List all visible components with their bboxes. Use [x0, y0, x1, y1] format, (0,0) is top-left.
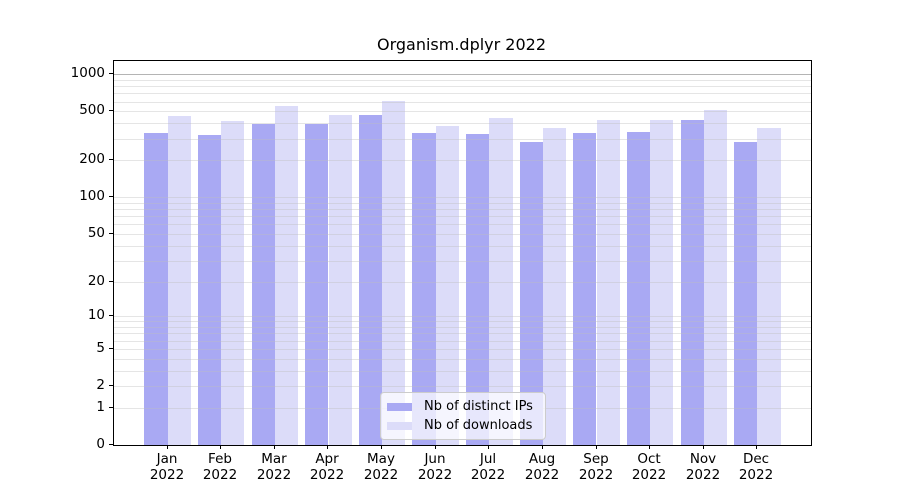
y-tick-label-50: 50 — [87, 225, 105, 241]
y-tick-5 — [109, 348, 113, 349]
legend-entry-downloads: Nb of downloads — [387, 416, 533, 435]
y-tick-label-500: 500 — [79, 102, 105, 118]
legend-swatch-downloads — [387, 421, 412, 430]
bar-distinct-ips-mar — [251, 124, 275, 445]
bar-distinct-ips-may — [358, 115, 383, 445]
bar-downloads-sep — [596, 119, 620, 445]
x-tick-label-nov: Nov 2022 — [685, 451, 721, 483]
x-tick-label-jun: Jun 2022 — [417, 451, 453, 483]
bar-distinct-ips-jan — [144, 132, 168, 445]
bar-downloads-nov — [703, 110, 728, 445]
bar-distinct-ips-feb — [197, 135, 222, 445]
x-tick-label-sep: Sep 2022 — [578, 451, 614, 483]
bar-distinct-ips-nov — [680, 119, 704, 445]
y-tick-50 — [109, 233, 113, 234]
x-tick-sep — [596, 445, 597, 449]
x-tick-jun — [435, 445, 436, 449]
x-tick-label-jul: Jul 2022 — [470, 451, 506, 483]
bar-downloads-aug — [542, 127, 567, 445]
x-tick-apr — [327, 445, 328, 449]
x-tick-dec — [756, 445, 757, 449]
x-tick-feb — [220, 445, 221, 449]
x-tick-jan — [167, 445, 168, 449]
x-tick-mar — [274, 445, 275, 449]
x-tick-label-apr: Apr 2022 — [309, 451, 345, 483]
x-tick-label-aug: Aug 2022 — [524, 451, 560, 483]
y-tick-label-20: 20 — [87, 273, 105, 289]
y-tick-100 — [109, 196, 113, 197]
y-tick-500 — [109, 110, 113, 111]
bar-distinct-ips-jun — [412, 132, 436, 445]
bar-downloads-apr — [328, 115, 352, 445]
bar-distinct-ips-aug — [519, 142, 543, 445]
bar-downloads-jun — [435, 126, 459, 445]
x-tick-label-mar: Mar 2022 — [256, 451, 292, 483]
x-tick-oct — [649, 445, 650, 449]
x-tick-label-oct: Oct 2022 — [631, 451, 667, 483]
bar-downloads-mar — [274, 105, 299, 445]
x-tick-nov — [703, 445, 704, 449]
bar-distinct-ips-sep — [573, 132, 597, 445]
y-tick-20 — [109, 281, 113, 282]
bar-downloads-feb — [221, 121, 245, 445]
x-tick-label-may: May 2022 — [363, 451, 399, 483]
legend-label-downloads: Nb of downloads — [424, 418, 533, 433]
y-tick-0 — [109, 444, 113, 445]
y-tick-label-0: 0 — [96, 436, 105, 452]
legend-entry-distinct-ips: Nb of distinct IPs — [387, 397, 533, 416]
x-tick-jul — [488, 445, 489, 449]
y-tick-label-2: 2 — [96, 377, 105, 393]
bars-layer — [114, 61, 811, 445]
y-tick-2 — [109, 385, 113, 386]
x-tick-may — [381, 445, 382, 449]
bar-downloads-dec — [757, 128, 781, 445]
bar-distinct-ips-jul — [466, 134, 490, 445]
legend-label-distinct-ips: Nb of distinct IPs — [424, 399, 533, 414]
x-tick-aug — [542, 445, 543, 449]
y-tick-label-200: 200 — [79, 151, 105, 167]
plot-area: Nb of distinct IPs Nb of downloads — [113, 60, 812, 446]
y-tick-label-100: 100 — [79, 188, 105, 204]
bar-downloads-may — [382, 100, 406, 445]
legend-swatch-distinct-ips — [387, 402, 412, 411]
y-tick-10 — [109, 315, 113, 316]
bar-distinct-ips-dec — [734, 141, 758, 445]
bar-downloads-jul — [489, 117, 513, 445]
y-tick-200 — [109, 159, 113, 160]
chart-title: Organism.dplyr 2022 — [376, 35, 547, 54]
y-tick-label-5: 5 — [96, 340, 105, 356]
y-tick-label-10: 10 — [87, 307, 105, 323]
bar-downloads-oct — [650, 119, 674, 445]
y-tick-label-1000: 1000 — [70, 65, 105, 81]
bar-distinct-ips-apr — [305, 124, 329, 445]
y-tick-label-1: 1 — [96, 399, 105, 415]
y-tick-1000 — [109, 73, 113, 74]
x-tick-label-feb: Feb 2022 — [202, 451, 238, 483]
x-tick-label-jan: Jan 2022 — [149, 451, 185, 483]
x-tick-label-dec: Dec 2022 — [738, 451, 774, 483]
legend: Nb of distinct IPs Nb of downloads — [380, 392, 546, 440]
bar-downloads-jan — [167, 116, 191, 445]
y-tick-1 — [109, 407, 113, 408]
bar-distinct-ips-oct — [626, 132, 651, 445]
